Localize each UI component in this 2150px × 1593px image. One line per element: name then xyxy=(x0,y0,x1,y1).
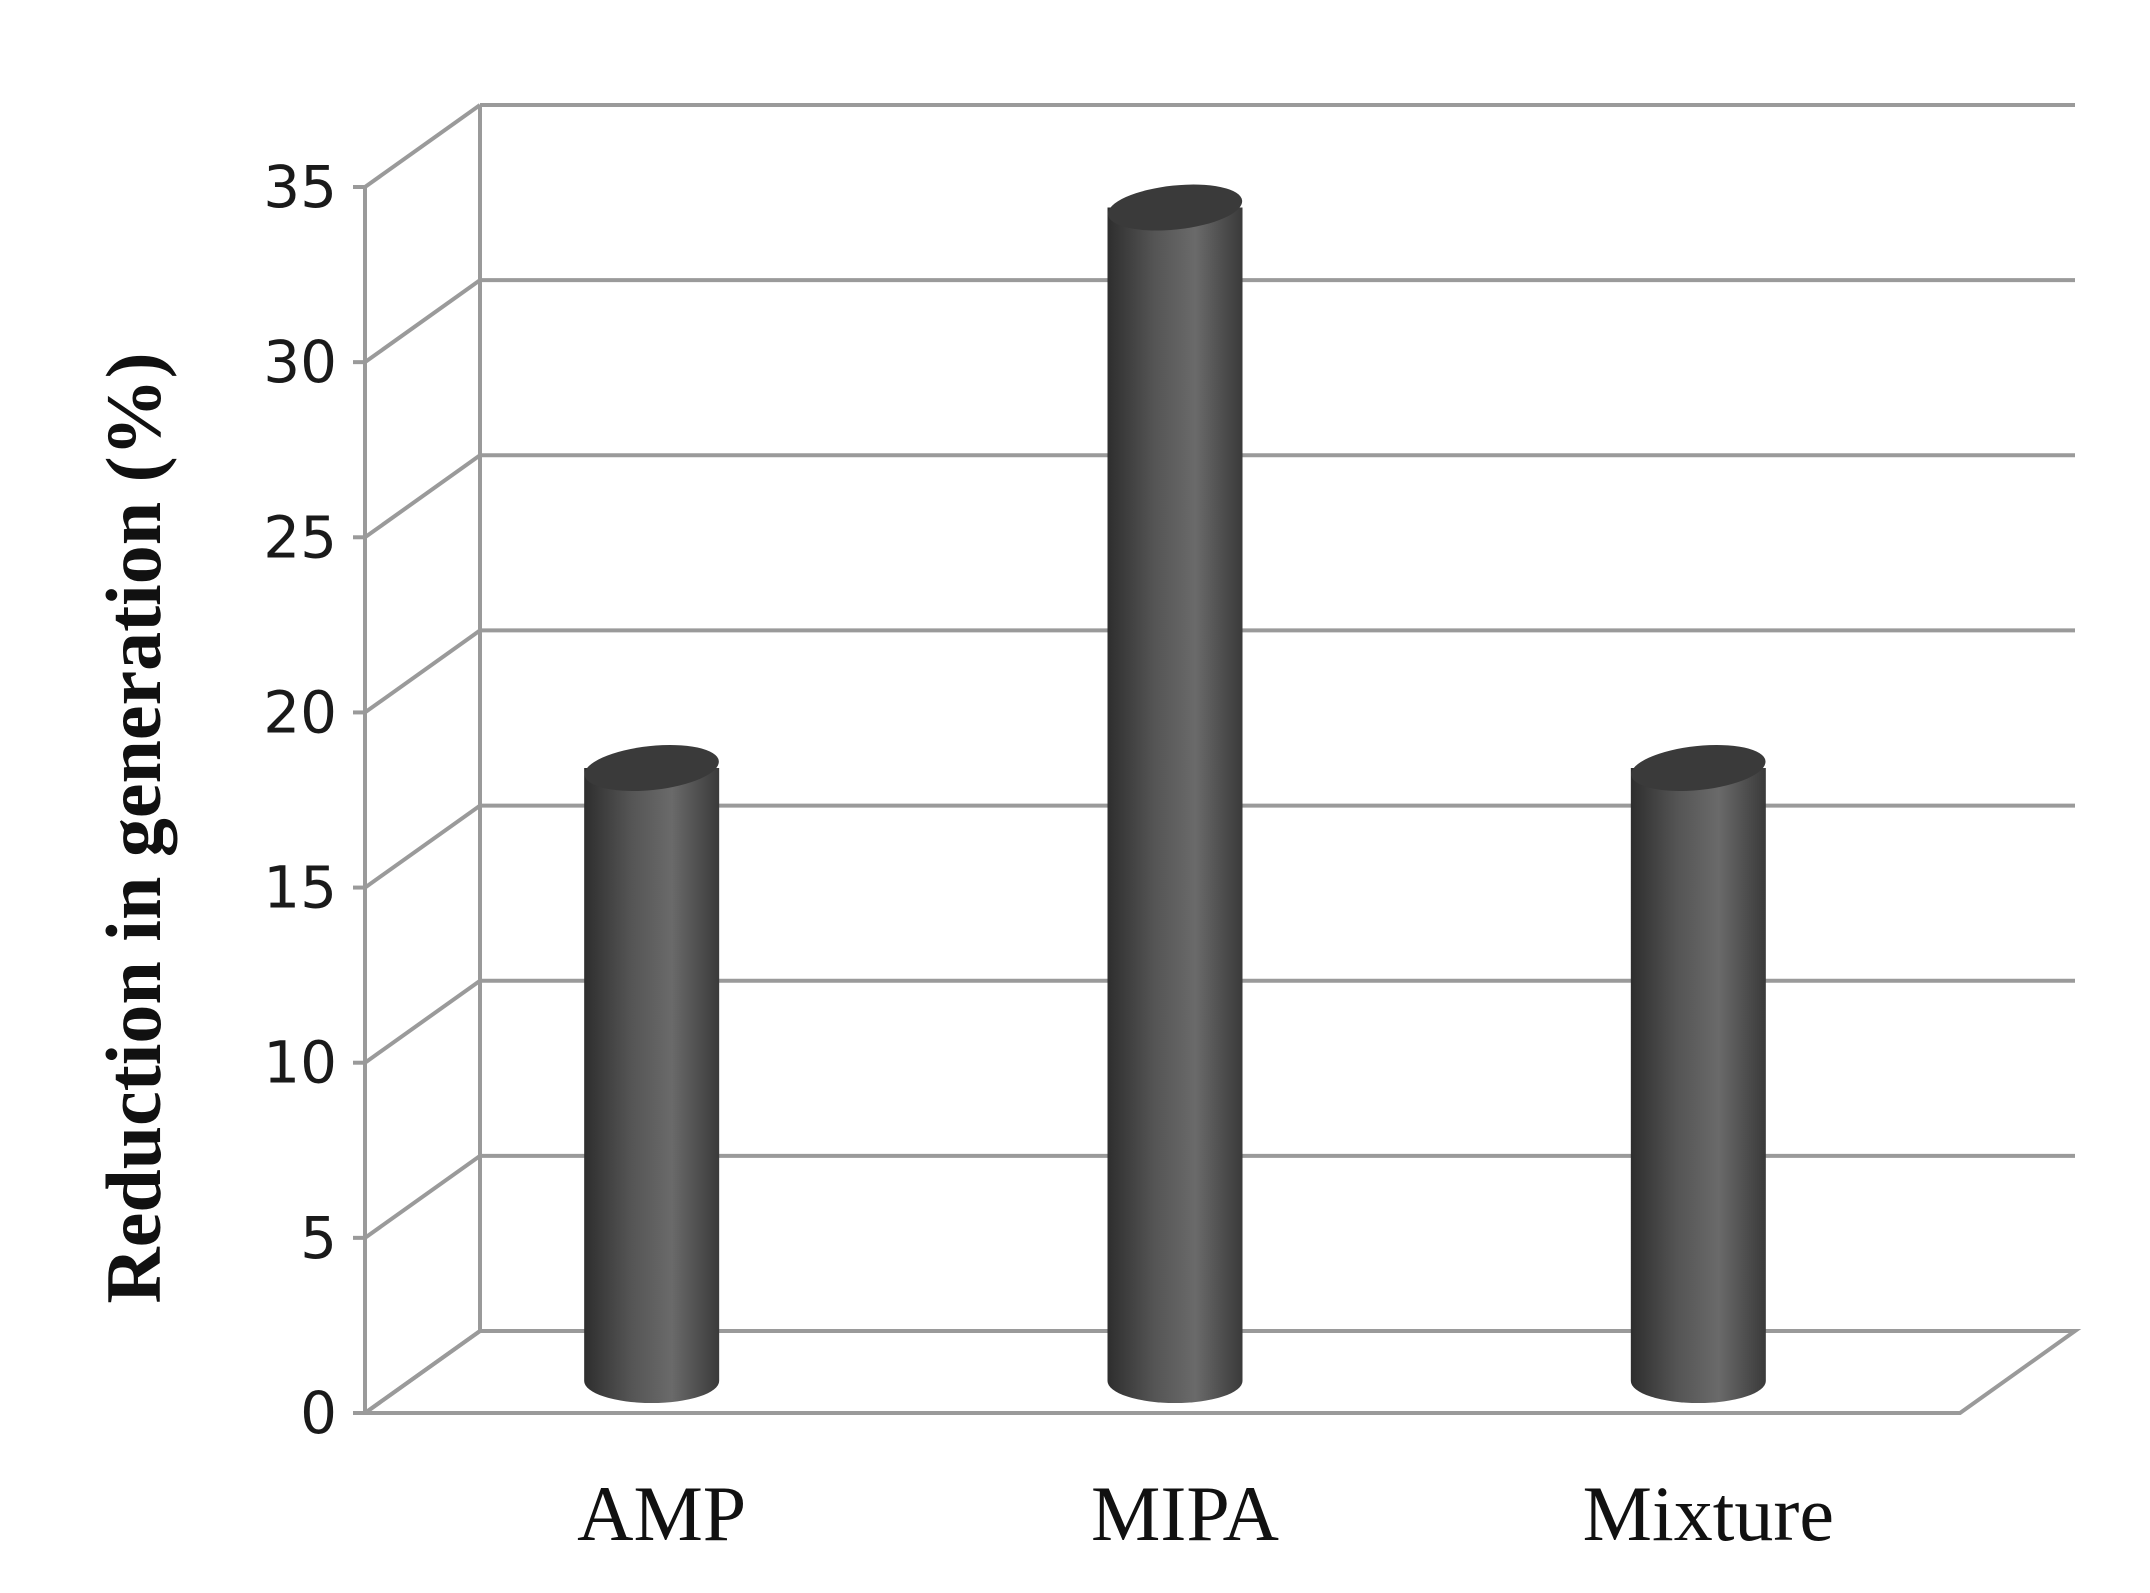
x-category-label: MIPA xyxy=(1091,1470,1279,1557)
bar-body xyxy=(1630,768,1766,1403)
bar-top xyxy=(1107,184,1243,231)
gridline-diagonal xyxy=(363,628,482,715)
axes xyxy=(353,105,2082,1415)
y-tick-label: 5 xyxy=(300,1204,337,1272)
gridline-diagonal xyxy=(363,453,482,539)
gridline-diagonal xyxy=(363,803,482,890)
x-category-labels: AMP MIPA Mixture xyxy=(577,1470,1834,1557)
gridline-diagonal xyxy=(363,278,482,364)
bar-top xyxy=(1631,745,1766,791)
gridline-diagonal xyxy=(363,979,482,1065)
gridlines xyxy=(363,103,2075,1415)
y-axis-title: Reduction in generation (%) xyxy=(90,352,177,1303)
x-category-label: Mixture xyxy=(1583,1470,1834,1557)
floor-plane xyxy=(358,1329,2082,1415)
y-tick-label: 10 xyxy=(263,1029,337,1097)
y-tick-label: 0 xyxy=(300,1379,337,1447)
x-category-label: AMP xyxy=(577,1470,746,1557)
y-tick-label: 15 xyxy=(263,854,337,922)
bar xyxy=(1630,745,1766,1403)
bar xyxy=(584,745,720,1403)
y-tick-label: 20 xyxy=(263,678,337,746)
bar xyxy=(1107,184,1243,1404)
y-tick-label: 35 xyxy=(263,153,337,221)
gridline-diagonal xyxy=(363,1154,482,1240)
y-tick-label: 25 xyxy=(263,503,337,571)
bar-body xyxy=(1107,207,1243,1404)
bar-body xyxy=(584,768,720,1403)
y-tick-label: 30 xyxy=(263,328,337,396)
bar-top xyxy=(584,745,719,791)
y-tick-labels: 0 5 10 15 20 25 30 35 xyxy=(263,153,337,1447)
gridline-diagonal xyxy=(363,103,482,189)
bars xyxy=(584,184,1766,1404)
